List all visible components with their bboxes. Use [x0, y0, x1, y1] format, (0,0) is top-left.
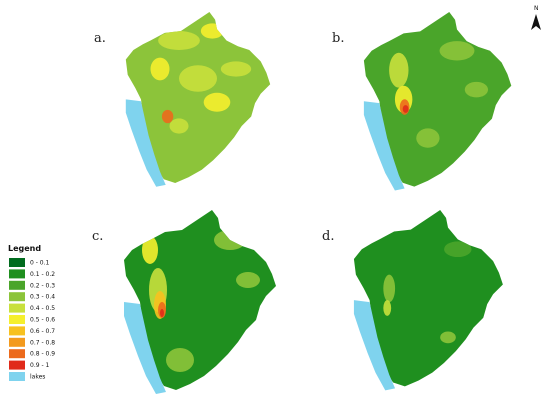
value-patch: [444, 241, 472, 258]
legend-label: 0.2 - 0.3: [30, 282, 55, 289]
legend-swatch: [9, 349, 25, 359]
value-patch: [389, 52, 409, 88]
legend-swatch: [9, 258, 25, 267]
legend-swatch: [9, 292, 25, 302]
north-arrow-shape: [531, 14, 541, 30]
panel-label: a.: [94, 31, 106, 46]
value-patch: [158, 31, 200, 50]
value-surface: [383, 241, 472, 344]
map-panel: [125, 12, 271, 187]
panel-label: d.: [322, 229, 334, 244]
legend-label: 0.6 - 0.7: [30, 328, 55, 335]
legend-label: 0.8 - 0.9: [30, 351, 55, 358]
legend-label: 0.5 - 0.6: [30, 317, 55, 324]
value-surface: [150, 23, 252, 134]
legend-title: Legend: [8, 244, 41, 253]
legend-swatch: [9, 269, 25, 279]
value-patch: [214, 230, 246, 250]
legend-swatch: [9, 303, 25, 313]
legend-swatch: [9, 337, 25, 347]
panel-label: b.: [332, 31, 344, 46]
value-patch: [203, 92, 231, 112]
value-patch: [150, 57, 170, 81]
lake: [125, 99, 166, 187]
value-surface: [389, 41, 489, 148]
legend-swatch: [9, 360, 25, 370]
legend-label: 0.9 - 1: [30, 362, 50, 369]
value-patch: [440, 331, 456, 344]
legend-label: lakes: [30, 374, 45, 381]
legend-label: 0.1 - 0.2: [30, 271, 55, 278]
legend-swatch: [9, 280, 25, 290]
country-shape: [125, 12, 271, 184]
lake: [353, 300, 396, 391]
value-patch: [160, 309, 164, 317]
map-panel: [124, 210, 276, 394]
lake: [363, 101, 405, 191]
value-patch: [169, 118, 189, 134]
value-patch: [383, 274, 396, 303]
map-panel: [353, 210, 503, 391]
value-patch: [220, 61, 252, 77]
legend-swatch: [9, 326, 25, 336]
value-patch: [179, 65, 217, 92]
legend-label: 0 - 0.1: [30, 260, 50, 267]
north-label: N: [534, 5, 539, 12]
panel-label: c.: [92, 229, 103, 244]
north-arrow: N: [531, 5, 541, 30]
value-patch: [200, 23, 224, 39]
legend-swatch: [9, 315, 25, 324]
value-patch: [161, 109, 174, 124]
value-patch: [166, 348, 194, 372]
value-patch: [383, 300, 392, 316]
lake: [124, 302, 166, 394]
map-panel: [363, 12, 512, 191]
legend-label: 0.7 - 0.8: [30, 339, 55, 346]
country-shape: [124, 210, 276, 390]
value-patch: [416, 128, 440, 148]
value-patch: [439, 41, 475, 61]
value-patch: [142, 236, 158, 264]
legend-swatch: [9, 372, 25, 381]
value-patch: [402, 105, 409, 113]
legend-label: 0.4 - 0.5: [30, 305, 55, 312]
value-patch: [464, 81, 489, 98]
legend-label: 0.3 - 0.4: [30, 294, 55, 301]
value-patch: [236, 272, 260, 288]
